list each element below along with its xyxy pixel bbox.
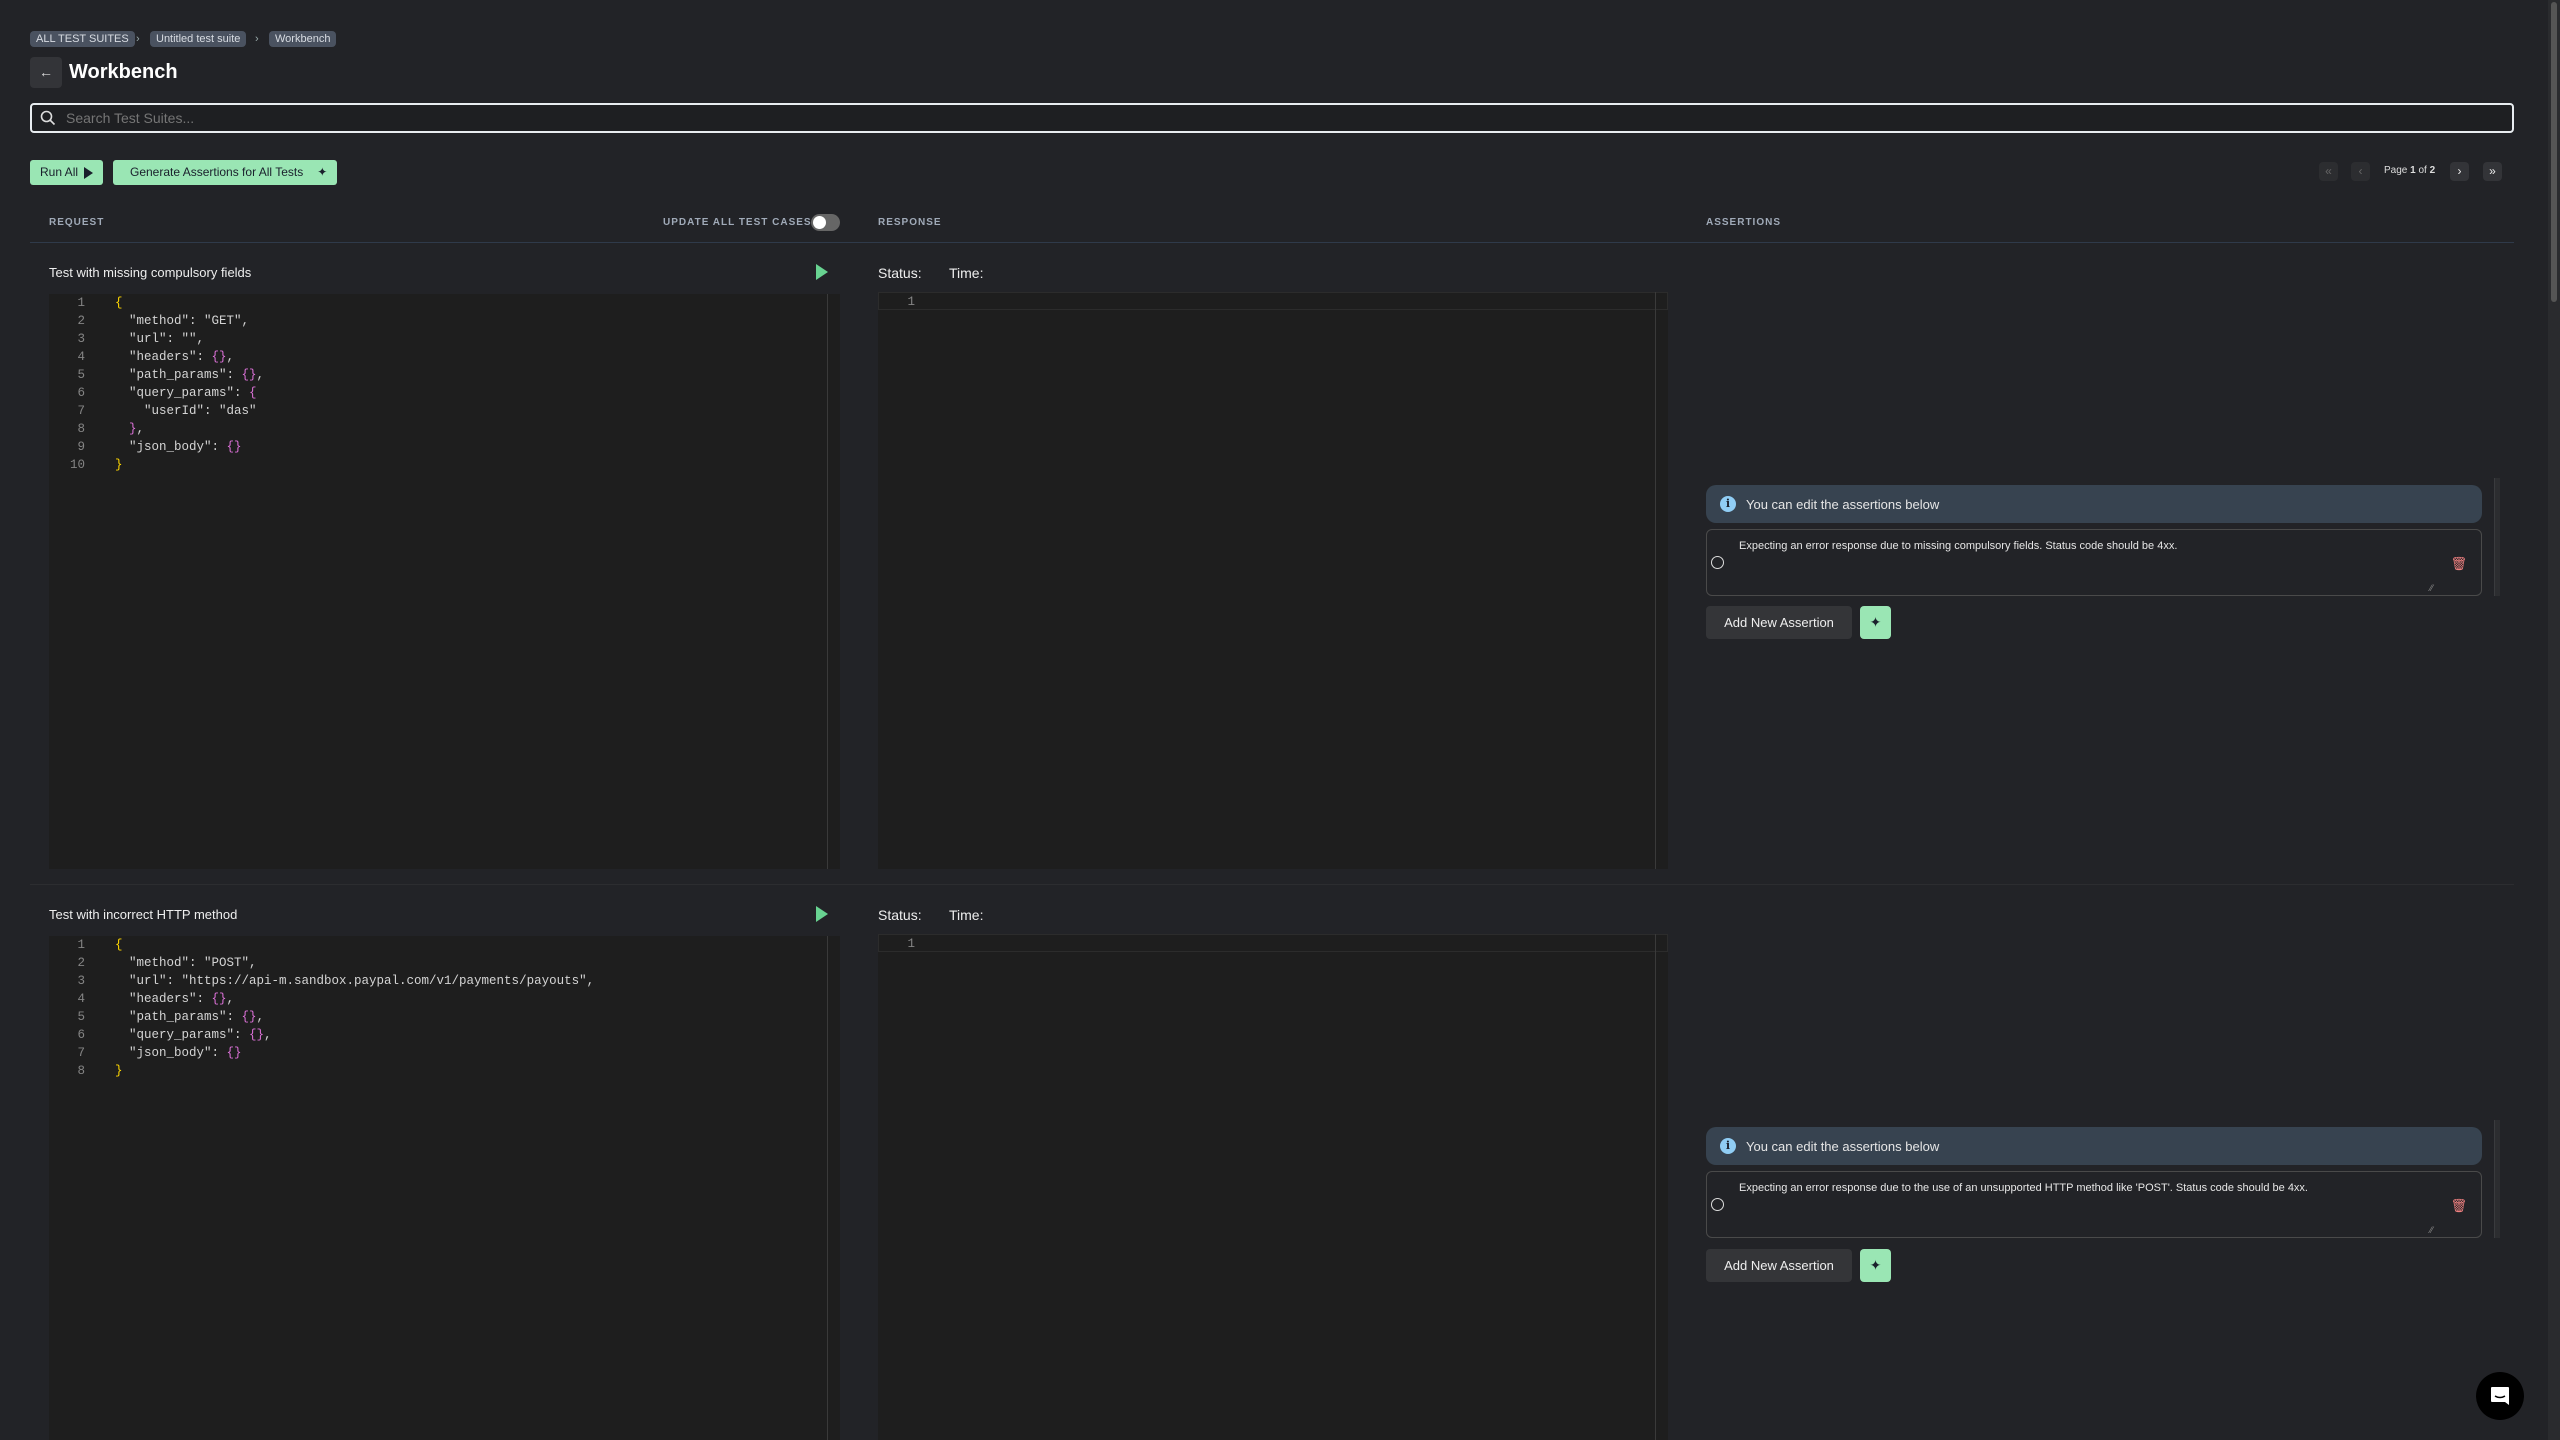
- status-label: Status:: [878, 265, 922, 281]
- breadcrumb-test-suite[interactable]: Untitled test suite: [150, 31, 247, 47]
- code-line: 7 "json_body": {}: [77, 1046, 242, 1060]
- code-line: 3 "url": "https://api-m.sandbox.paypal.co…: [77, 974, 595, 988]
- info-banner: i You can edit the assertions below: [1706, 1127, 2482, 1165]
- sparkles-icon: ✦: [1869, 1257, 1882, 1273]
- run-all-label: Run All: [40, 165, 79, 179]
- play-icon: [84, 166, 94, 179]
- test-name: Test with missing compulsory fields: [49, 265, 252, 280]
- search-input[interactable]: [66, 110, 2512, 126]
- code-line: 4 "headers": {},: [77, 992, 235, 1006]
- sparkles-icon: ✦: [1869, 614, 1882, 630]
- code-line: 4 "headers": {},: [77, 350, 235, 364]
- request-editor[interactable]: 1{ 2 "method": "GET", 3 "url": "", 4 "headers"…: [49, 294, 840, 869]
- generate-label: Generate Assertions for All Tests: [130, 165, 304, 179]
- assertions-scrollbar[interactable]: [2494, 478, 2500, 596]
- code-line: 7 "userId": "das": [77, 404, 257, 418]
- breadcrumb-all-test-suites[interactable]: ALL TEST SUITES: [30, 31, 135, 47]
- assertion-radio[interactable]: [1711, 556, 1724, 569]
- run-test-play-icon[interactable]: [816, 264, 828, 280]
- first-page-button[interactable]: «: [2319, 162, 2338, 181]
- section-divider: [30, 884, 2514, 885]
- time-label: Time:: [949, 265, 984, 281]
- info-banner: i You can edit the assertions below: [1706, 485, 2482, 523]
- code-line: 3 "url": "",: [77, 332, 205, 346]
- search-icon: [40, 110, 56, 126]
- code-line: 5 "path_params": {},: [77, 368, 265, 382]
- info-icon: i: [1720, 1138, 1736, 1154]
- update-all-toggle[interactable]: [811, 214, 840, 231]
- response-editor[interactable]: 1: [878, 292, 1668, 869]
- code-line: 8}: [77, 1064, 123, 1078]
- search-bar[interactable]: [30, 103, 2514, 133]
- code-line: 8},: [77, 422, 145, 436]
- prev-page-button[interactable]: ‹: [2351, 162, 2370, 181]
- arrow-left-icon: ←: [39, 64, 53, 80]
- test-name: Test with incorrect HTTP method: [49, 907, 238, 922]
- status-label: Status:: [878, 907, 922, 923]
- header-divider: [30, 242, 2514, 243]
- info-icon: i: [1720, 496, 1736, 512]
- breadcrumb-separator: ›: [255, 33, 259, 45]
- code-line: 2 "method": "POST",: [77, 956, 257, 970]
- code-line: 2 "method": "GET",: [77, 314, 250, 328]
- generate-assertion-button[interactable]: ✦: [1860, 606, 1891, 639]
- update-all-label: UPDATE ALL TEST CASES: [663, 217, 812, 228]
- add-new-assertion-button[interactable]: Add New Assertion: [1706, 606, 1852, 639]
- next-page-button[interactable]: ›: [2450, 162, 2469, 181]
- generate-assertion-button[interactable]: ✦: [1860, 1249, 1891, 1282]
- run-test-play-icon[interactable]: [816, 906, 828, 922]
- add-new-assertion-button[interactable]: Add New Assertion: [1706, 1249, 1852, 1282]
- back-button[interactable]: ←: [30, 57, 62, 88]
- last-page-button[interactable]: »: [2483, 162, 2502, 181]
- trash-icon[interactable]: 🗑: [2450, 556, 2467, 571]
- breadcrumb-separator: ›: [136, 33, 140, 45]
- assertions-header: ASSERTIONS: [1706, 217, 1782, 228]
- chat-button[interactable]: [2476, 1372, 2524, 1420]
- code-line: 6 "query_params": {},: [77, 1028, 272, 1042]
- code-line: 1{: [77, 296, 123, 310]
- code-line: 10}: [69, 458, 123, 472]
- response-editor[interactable]: 1: [878, 934, 1668, 1440]
- code-line: 1{: [77, 938, 123, 952]
- sparkles-icon: ✦: [317, 165, 328, 179]
- page-scrollbar[interactable]: [2548, 0, 2560, 1440]
- breadcrumb-workbench[interactable]: Workbench: [269, 31, 337, 47]
- response-header: RESPONSE: [878, 217, 942, 228]
- time-label: Time:: [949, 907, 984, 923]
- code-line: 5 "path_params": {},: [77, 1010, 265, 1024]
- assertion-textarea[interactable]: Expecting an error response due to missi…: [1706, 529, 2482, 596]
- assertions-scrollbar[interactable]: [2494, 1120, 2500, 1238]
- page-title: Workbench: [69, 61, 178, 83]
- page-indicator: Page 1 of 2: [2384, 165, 2436, 176]
- resize-handle-icon[interactable]: ⁄⁄: [2429, 583, 2433, 593]
- assertion-radio[interactable]: [1711, 1198, 1724, 1211]
- code-line: 9 "json_body": {}: [77, 440, 242, 454]
- code-line: 6 "query_params": {: [77, 386, 257, 400]
- trash-icon[interactable]: 🗑: [2450, 1198, 2467, 1213]
- run-all-button[interactable]: Run All: [30, 160, 104, 185]
- assertion-textarea[interactable]: Expecting an error response due to the u…: [1706, 1171, 2482, 1238]
- chat-icon: [2491, 1387, 2509, 1405]
- generate-assertions-button[interactable]: Generate Assertions for All Tests ✦: [113, 160, 338, 185]
- request-editor[interactable]: 1{ 2 "method": "POST", 3 "url": "https://api…: [49, 936, 840, 1440]
- resize-handle-icon[interactable]: ⁄⁄: [2429, 1225, 2433, 1235]
- request-header: REQUEST: [49, 217, 105, 228]
